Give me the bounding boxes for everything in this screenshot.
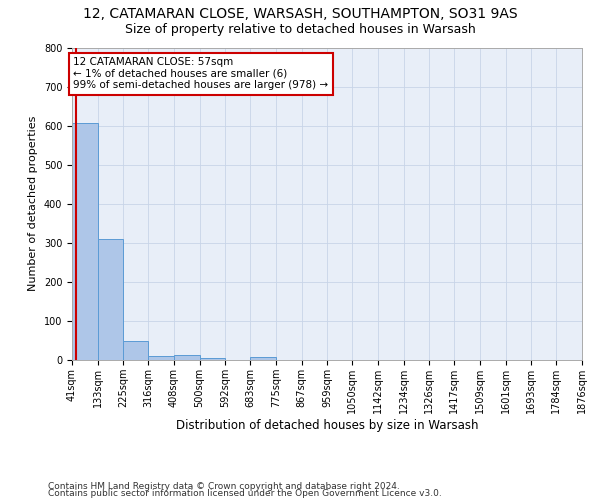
X-axis label: Distribution of detached houses by size in Warsash: Distribution of detached houses by size … (176, 418, 478, 432)
Bar (148, 356, 174, 360)
Bar (174, 355, 200, 360)
Bar (123, 341, 148, 360)
Bar (250, 357, 276, 360)
Y-axis label: Number of detached properties: Number of detached properties (28, 116, 38, 292)
Text: Contains public sector information licensed under the Open Government Licence v3: Contains public sector information licen… (48, 490, 442, 498)
Text: 12, CATAMARAN CLOSE, WARSASH, SOUTHAMPTON, SO31 9AS: 12, CATAMARAN CLOSE, WARSASH, SOUTHAMPTO… (83, 8, 517, 22)
Text: Contains HM Land Registry data © Crown copyright and database right 2024.: Contains HM Land Registry data © Crown c… (48, 482, 400, 491)
Bar (72, 123, 98, 360)
Bar (98, 239, 123, 360)
Text: 12 CATAMARAN CLOSE: 57sqm
← 1% of detached houses are smaller (6)
99% of semi-de: 12 CATAMARAN CLOSE: 57sqm ← 1% of detach… (73, 58, 329, 90)
Bar (200, 358, 225, 360)
Text: Size of property relative to detached houses in Warsash: Size of property relative to detached ho… (125, 22, 475, 36)
